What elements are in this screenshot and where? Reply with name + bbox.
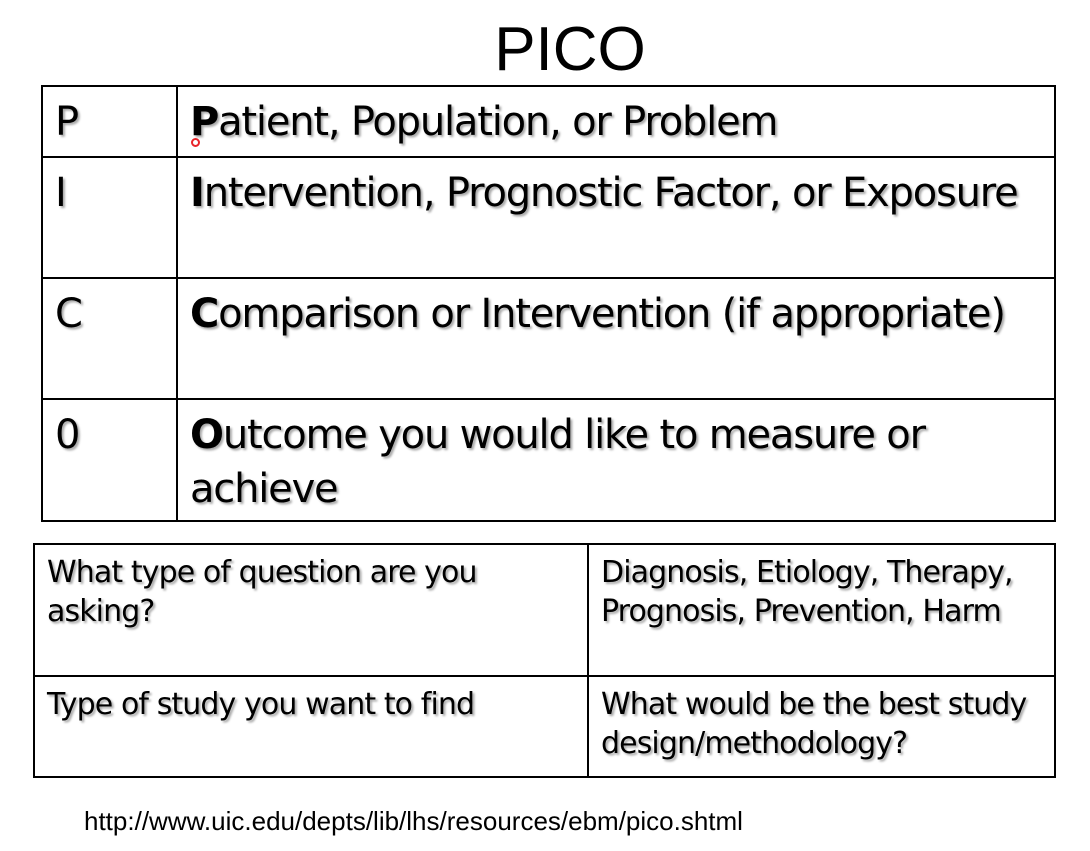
pico-definition-i: Intervention, Prognostic Factor, or Expo… [176,156,1056,279]
slide-title: PICO [494,15,646,84]
pico-text-p: atient, Population, or Problem [218,99,778,145]
pico-row-p: P Patient, Population, or Problem [41,85,1056,158]
pico-initial-i: I [190,170,205,216]
pico-text-o: utcome you would like to measure or achi… [190,412,926,512]
question-type-prompt: What type of question are you asking? [33,543,589,677]
pico-text-c: omparison or Intervention (if appropriat… [218,291,1006,337]
pointer-cursor-icon [191,138,200,147]
pico-initial-o: O [190,412,224,458]
study-design-prompt: What would be the best study design/meth… [587,675,1056,778]
pico-definition-c: Comparison or Intervention (if appropria… [176,277,1056,400]
pico-initial-c: C [190,291,219,337]
pico-row-o: 0 Outcome you would like to measure or a… [41,398,1056,522]
pico-table: P Patient, Population, or Problem I Inte… [41,85,1056,522]
pico-letter-i: I [41,156,178,279]
pico-initial-p: P [190,99,219,145]
pico-row-i: I Intervention, Prognostic Factor, or Ex… [41,156,1056,279]
pico-row-c: C Comparison or Intervention (if appropr… [41,277,1056,400]
pico-letter-c: C [41,277,178,400]
pico-definition-o: Outcome you would like to measure or ach… [176,398,1056,522]
question-row: What type of question are you asking? Di… [33,543,1056,677]
source-url: http://www.uic.edu/depts/lib/lhs/resourc… [84,806,743,836]
question-type-options: Diagnosis, Etiology, Therapy, Prognosis,… [587,543,1056,677]
pico-text-i: ntervention, Prognostic Factor, or Expos… [203,170,1019,216]
question-table: What type of question are you asking? Di… [33,543,1056,778]
question-row: Type of study you want to find What woul… [33,675,1056,778]
pico-letter-o: 0 [41,398,178,522]
pico-letter-p: P [41,85,178,158]
study-type-prompt: Type of study you want to find [33,675,589,778]
pico-definition-p: Patient, Population, or Problem [176,85,1056,158]
